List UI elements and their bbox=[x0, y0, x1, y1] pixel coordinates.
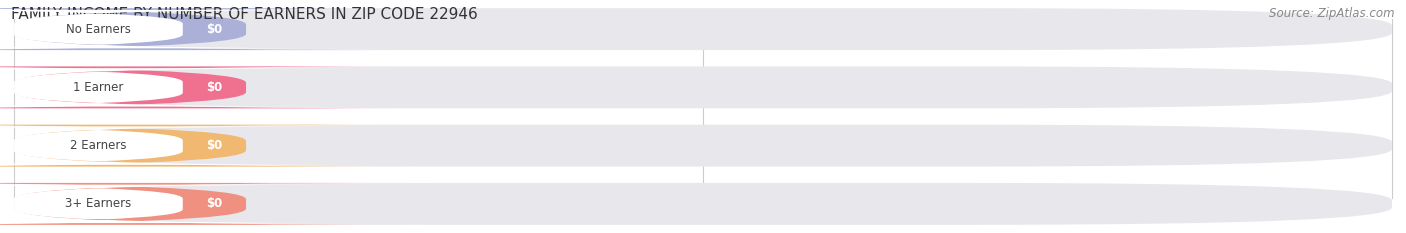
Text: No Earners: No Earners bbox=[66, 23, 131, 36]
FancyBboxPatch shape bbox=[0, 183, 408, 225]
Text: 2 Earners: 2 Earners bbox=[70, 139, 127, 152]
FancyBboxPatch shape bbox=[0, 8, 408, 50]
FancyBboxPatch shape bbox=[14, 8, 1392, 50]
Text: Source: ZipAtlas.com: Source: ZipAtlas.com bbox=[1270, 7, 1395, 20]
FancyBboxPatch shape bbox=[0, 126, 349, 165]
FancyBboxPatch shape bbox=[0, 66, 408, 108]
Text: $0: $0 bbox=[207, 197, 222, 210]
FancyBboxPatch shape bbox=[14, 183, 1392, 225]
FancyBboxPatch shape bbox=[0, 125, 408, 167]
Text: $0: $0 bbox=[207, 81, 222, 94]
Text: $0: $0 bbox=[207, 139, 222, 152]
Text: FAMILY INCOME BY NUMBER OF EARNERS IN ZIP CODE 22946: FAMILY INCOME BY NUMBER OF EARNERS IN ZI… bbox=[11, 7, 478, 22]
FancyBboxPatch shape bbox=[0, 68, 349, 107]
FancyBboxPatch shape bbox=[0, 185, 349, 223]
FancyBboxPatch shape bbox=[14, 125, 1392, 167]
Text: $0: $0 bbox=[207, 23, 222, 36]
Text: 1 Earner: 1 Earner bbox=[73, 81, 124, 94]
FancyBboxPatch shape bbox=[14, 66, 1392, 108]
Text: 3+ Earners: 3+ Earners bbox=[65, 197, 132, 210]
FancyBboxPatch shape bbox=[0, 10, 349, 48]
